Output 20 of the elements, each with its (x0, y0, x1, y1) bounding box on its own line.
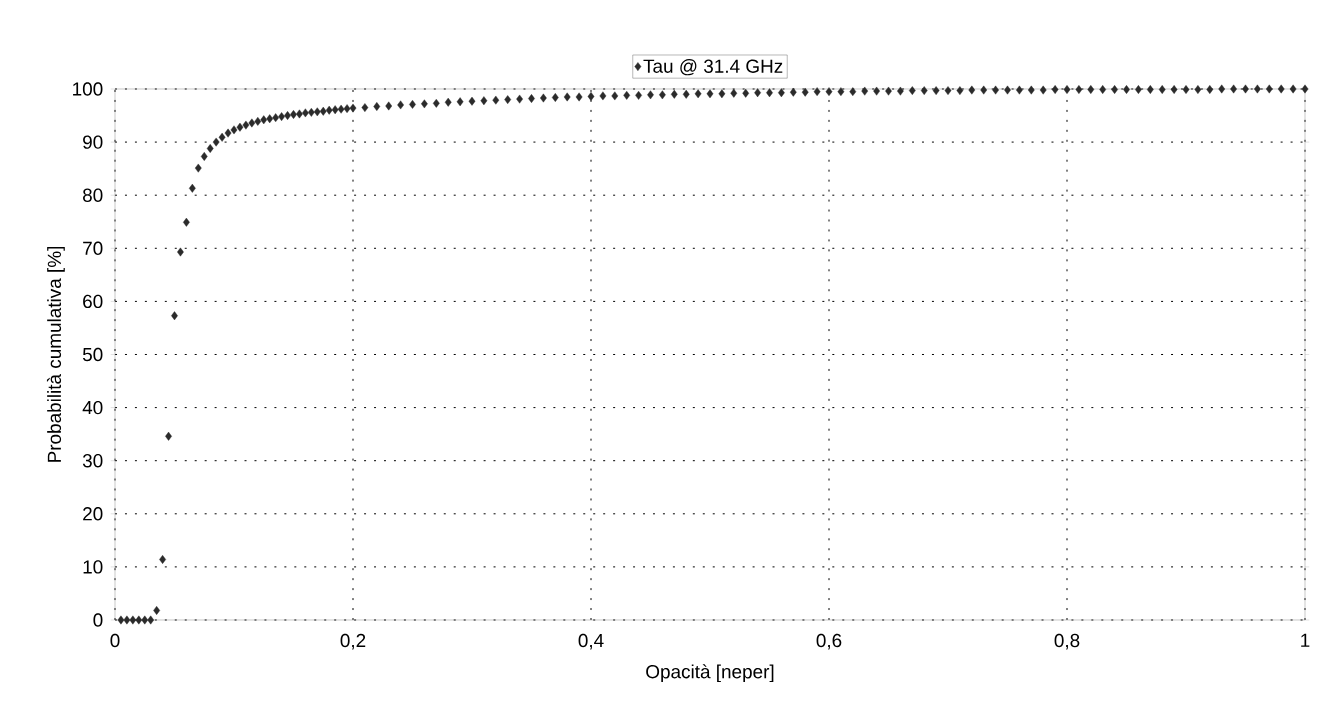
y-tick-label: 20 (83, 507, 103, 521)
x-tick-label: 0,6 (816, 633, 842, 650)
y-tick-label: 0 (93, 613, 103, 627)
y-axis-title: Probabilità cumulativa [%] (46, 247, 65, 462)
x-axis-title: Opacità [neper] (646, 664, 774, 683)
y-tick-label: 70 (83, 241, 103, 255)
y-tick-label: 60 (83, 294, 103, 309)
y-tick-label: 100 (73, 82, 103, 96)
y-tick-label: 80 (83, 188, 103, 202)
x-tick-label: 1 (1301, 633, 1310, 647)
y-tick-label: 10 (83, 560, 103, 574)
y-tick-label: 50 (82, 347, 103, 362)
x-tick-label: 0,4 (578, 633, 604, 650)
y-tick-label: 30 (82, 454, 103, 468)
y-tick-label: 90 (83, 135, 103, 149)
legend-label: Tau @ 31.4 GHz (643, 58, 783, 76)
y-tick-label: 40 (82, 400, 103, 415)
x-tick-label: 0 (110, 633, 120, 648)
x-tick-label: 0,8 (1054, 633, 1080, 650)
x-tick-label: 0,2 (340, 633, 366, 650)
